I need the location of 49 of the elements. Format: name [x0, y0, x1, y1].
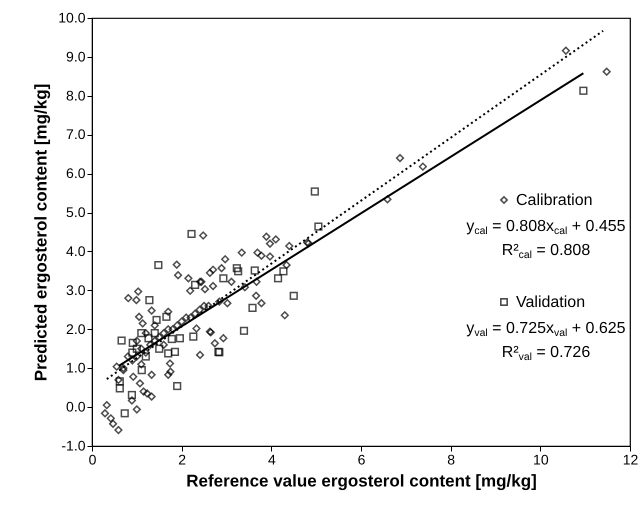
y-tick-label: 8.0: [66, 87, 86, 104]
point: [274, 274, 282, 282]
y-tick-label: 3.0: [66, 282, 86, 298]
y-tick-label: 5.0: [66, 204, 86, 220]
point: [116, 384, 124, 393]
point: [279, 267, 288, 276]
y-tick-label: 7.0: [66, 126, 86, 142]
point: [250, 266, 259, 275]
x-axis-title: Reference value ergosterol content [mg/kg]: [186, 472, 537, 490]
x-tick-label: 12: [622, 452, 638, 468]
point: [187, 230, 196, 238]
y-tick-label: 2.0: [66, 320, 86, 337]
point: [173, 382, 182, 390]
y-tick-label: 10.0: [58, 10, 86, 26]
x-tick-label: 2: [178, 452, 186, 468]
legend-label: Validation: [516, 294, 586, 311]
point: [164, 349, 172, 358]
point: [168, 334, 176, 344]
point: [248, 304, 257, 312]
point: [189, 332, 198, 341]
x-tick-label: 0: [88, 452, 97, 468]
point: [142, 352, 150, 361]
point: [176, 334, 184, 342]
y-axis-title: Predicted ergosterol content [mg/kg]: [31, 84, 50, 382]
x-tick-label: 8: [447, 452, 456, 468]
point: [579, 86, 588, 95]
point: [240, 326, 248, 335]
point: [232, 264, 241, 272]
point: [310, 187, 319, 196]
x-tick-label: 4: [268, 452, 276, 468]
legend-label: Calibration: [516, 192, 592, 209]
y-tick-label: 4.0: [66, 242, 86, 259]
y-tick-label: -1.0: [61, 438, 86, 454]
point: [116, 377, 124, 386]
point: [120, 409, 129, 418]
x-tick-label: 10: [533, 452, 549, 468]
point: [117, 336, 126, 345]
y-tick-label: 9.0: [66, 48, 86, 64]
y-tick-label: 0.0: [66, 398, 86, 415]
y-tick-label: 1.0: [66, 360, 86, 376]
point: [170, 348, 180, 356]
y-tick-label: 6.0: [66, 165, 86, 182]
point: [145, 296, 154, 304]
point: [154, 260, 162, 270]
x-tick-label: 6: [358, 452, 366, 468]
point: [219, 274, 228, 282]
point: [314, 222, 323, 231]
point: [234, 267, 242, 276]
point: [290, 292, 298, 300]
